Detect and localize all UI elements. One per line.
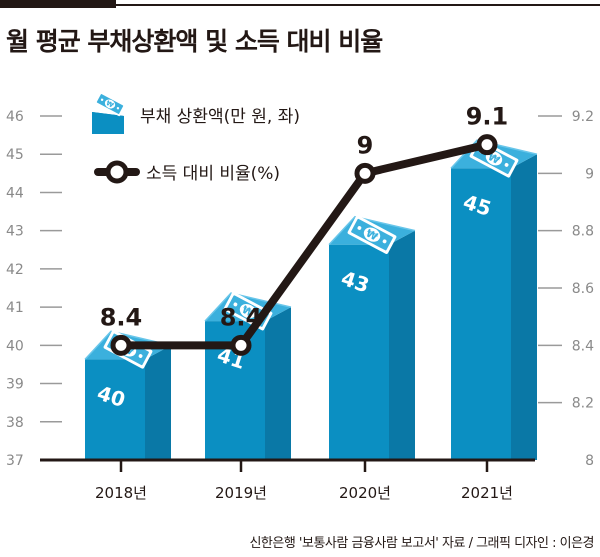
bar-front-face <box>85 359 145 460</box>
category-label: 2020년 <box>339 484 391 502</box>
legend-line-icon <box>94 160 140 184</box>
note-dot <box>233 302 238 307</box>
left-axis-tick-label: 38 <box>6 415 24 431</box>
ratio-point <box>476 134 498 156</box>
ratio-value-label: 8.4 <box>100 303 143 331</box>
note-dot <box>504 163 509 167</box>
bar-top-edge <box>450 139 538 169</box>
bar-side-face <box>511 154 537 460</box>
left-axis-tick-label: 44 <box>6 185 24 201</box>
ratio-value-label: 8.4 <box>220 303 263 331</box>
bar-top-edge <box>328 215 416 246</box>
bar-front-face <box>451 168 511 460</box>
note-medallion <box>104 99 116 109</box>
right-axis-tick-label: 9 <box>585 166 594 182</box>
ratio-value-label: 9.1 <box>466 103 509 131</box>
left-axis-tick-label: 46 <box>6 109 24 125</box>
source-credit: 신한은행 '보통사람 금융사람 보고서' 자료 / 그래픽 디자인 : 이은경 <box>249 536 594 551</box>
right-axis-tick-label: 8.8 <box>572 224 594 240</box>
note-dot <box>382 239 387 244</box>
left-axis-tick-label: 37 <box>6 453 24 469</box>
note-dot <box>100 98 104 101</box>
ratio-point <box>354 162 376 184</box>
category-label: 2019년 <box>215 484 267 502</box>
note-dot <box>138 354 143 358</box>
category-label: 2018년 <box>95 484 147 502</box>
legend: ₩ 부채 상환액(만 원, 좌) 소득 대비 비율(%) <box>92 91 300 184</box>
chart-title: 월 평균 부채상환액 및 소득 대비 비율 <box>6 27 383 56</box>
note-medallion <box>239 303 257 319</box>
ratio-line <box>121 140 488 350</box>
note-medallion <box>363 227 381 242</box>
right-axis-tick-label: 8.6 <box>572 281 594 297</box>
left-axis-tick-label: 41 <box>6 300 24 316</box>
bar-top-edge <box>84 330 172 360</box>
note-dot <box>357 226 362 230</box>
bar-series: ₩40₩41₩43₩45 <box>84 138 538 460</box>
left-axis-tick-label: 45 <box>6 147 24 163</box>
won-sign-icon: ₩ <box>105 99 116 110</box>
ratio-value-label: 9 <box>357 131 374 159</box>
right-axis-tick-label: 8.2 <box>572 396 594 412</box>
legend-label-line: 소득 대비 비율(%) <box>146 164 280 184</box>
legend-label-bar: 부채 상환액(만 원, 좌) <box>140 107 300 127</box>
right-axis-tick-label: 8.4 <box>572 338 594 354</box>
line-series: 8.4 8.4 9 9.1 <box>100 103 509 356</box>
left-axis-tick-label: 43 <box>6 224 24 240</box>
won-sign-icon: ₩ <box>240 304 256 320</box>
legend-bar-front <box>92 112 124 134</box>
x-axis-ticks <box>119 460 489 472</box>
bar: ₩45 <box>450 138 538 460</box>
left-axis-tick-label: 39 <box>6 377 24 393</box>
note-dot <box>116 107 120 110</box>
bar-side-face <box>145 345 171 460</box>
category-label: 2021년 <box>461 484 513 502</box>
left-axis-tick-label: 40 <box>6 338 24 354</box>
right-axis-tick-label: 8 <box>585 453 594 469</box>
ratio-point <box>110 334 132 356</box>
legend-bar-icon: ₩ <box>92 91 126 134</box>
header-rule <box>116 4 600 6</box>
won-sign-icon: ₩ <box>364 227 380 243</box>
won-sign-icon: ₩ <box>486 151 502 167</box>
bar-front-face <box>329 244 389 460</box>
ratio-point <box>230 334 252 356</box>
money-note-icon: ₩ <box>347 215 397 254</box>
header-bar-thick <box>0 0 116 8</box>
bar-side-face <box>389 230 415 460</box>
right-axis-tick-label: 9.2 <box>572 109 594 125</box>
money-note-icon: ₩ <box>94 91 126 117</box>
bar: ₩43 <box>328 215 416 460</box>
bar-side-face <box>265 307 291 460</box>
category-labels: 2018년 2019년 2020년 2021년 <box>95 484 513 502</box>
left-axis-tick-label: 42 <box>6 262 24 278</box>
left-axis: 37 38 39 40 41 42 43 44 45 46 <box>6 109 62 469</box>
right-axis: 8 8.2 8.4 8.6 8.8 9 9.2 <box>538 109 594 469</box>
